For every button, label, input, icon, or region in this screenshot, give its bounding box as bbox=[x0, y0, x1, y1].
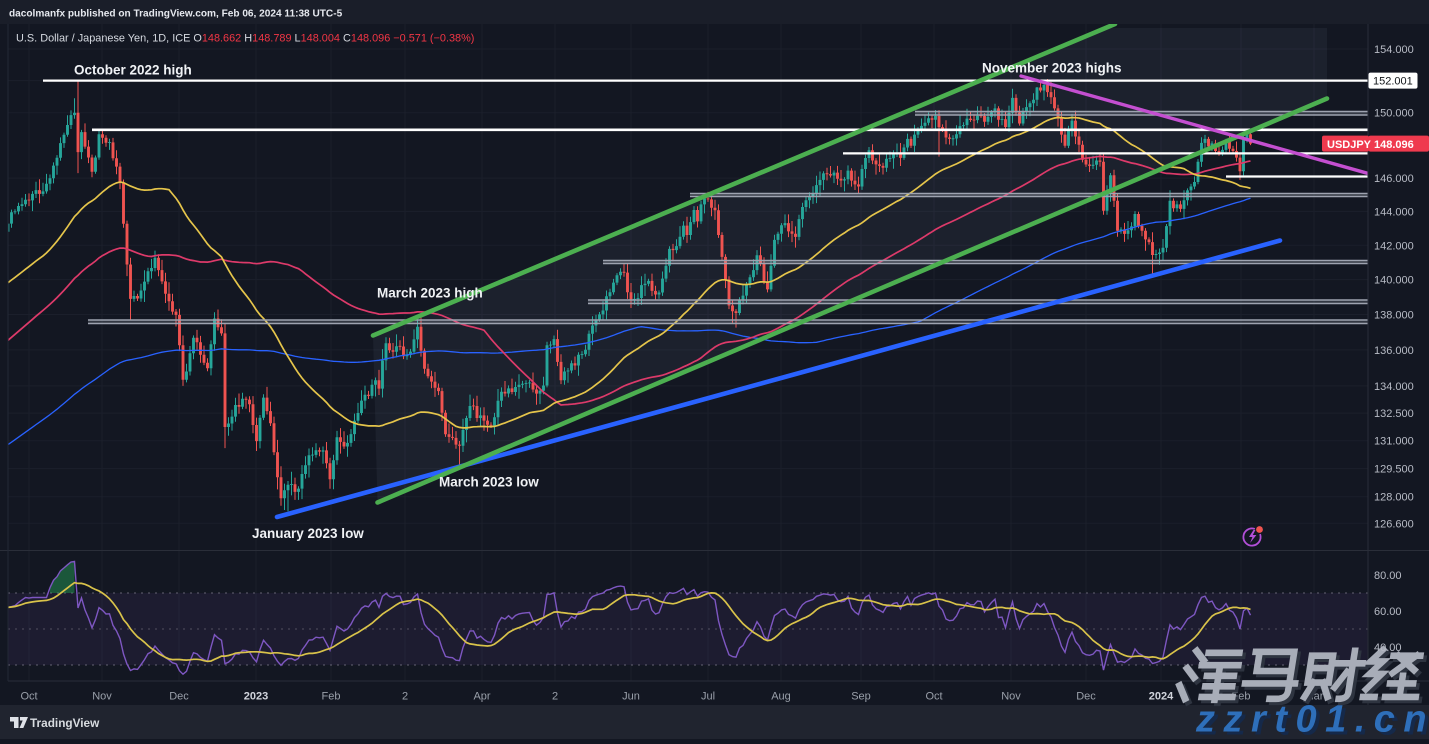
svg-text:2024: 2024 bbox=[1149, 691, 1174, 703]
svg-text:128.000: 128.000 bbox=[1374, 492, 1414, 504]
svg-text:TradingView: TradingView bbox=[30, 716, 100, 730]
svg-text:USDJPY: USDJPY bbox=[1327, 139, 1372, 151]
svg-text:Oct: Oct bbox=[925, 691, 942, 703]
svg-text:Dec: Dec bbox=[169, 691, 189, 703]
svg-text:154.000: 154.000 bbox=[1374, 44, 1414, 56]
svg-text:60.00: 60.00 bbox=[1374, 606, 1402, 618]
svg-text:Apr: Apr bbox=[473, 691, 490, 703]
svg-text:126.600: 126.600 bbox=[1374, 518, 1414, 530]
svg-text:2: 2 bbox=[402, 691, 408, 703]
svg-text:140.000: 140.000 bbox=[1374, 275, 1414, 287]
svg-text:2023: 2023 bbox=[244, 691, 268, 703]
svg-text:January 2023 low: January 2023 low bbox=[252, 526, 364, 541]
svg-text:Feb: Feb bbox=[322, 691, 341, 703]
svg-text:October 2022 high: October 2022 high bbox=[74, 63, 192, 78]
svg-text:136.000: 136.000 bbox=[1374, 345, 1414, 357]
svg-text:March 2023 high: March 2023 high bbox=[377, 286, 483, 301]
svg-text:Jun: Jun bbox=[622, 691, 640, 703]
svg-text:U.S. Dollar / Japanese Yen, 1D: U.S. Dollar / Japanese Yen, 1D, ICE O148… bbox=[16, 33, 474, 45]
svg-text:148.096: 148.096 bbox=[1374, 139, 1414, 151]
svg-text:zzrt01.cn: zzrt01.cn bbox=[1195, 699, 1429, 740]
svg-text:142.000: 142.000 bbox=[1374, 240, 1414, 252]
svg-text:129.500: 129.500 bbox=[1374, 464, 1414, 476]
svg-text:March 2023 low: March 2023 low bbox=[439, 475, 539, 490]
svg-text:November 2023 highs: November 2023 highs bbox=[982, 61, 1122, 76]
svg-text:Jul: Jul bbox=[701, 691, 715, 703]
svg-text:Aug: Aug bbox=[771, 691, 791, 703]
svg-text:134.000: 134.000 bbox=[1374, 381, 1414, 393]
svg-text:138.000: 138.000 bbox=[1374, 310, 1414, 322]
svg-text:Sep: Sep bbox=[851, 691, 871, 703]
svg-text:150.000: 150.000 bbox=[1374, 108, 1414, 120]
svg-text:146.000: 146.000 bbox=[1374, 173, 1414, 185]
svg-text:132.500: 132.500 bbox=[1374, 408, 1414, 420]
svg-text:152.001: 152.001 bbox=[1373, 76, 1413, 88]
svg-text:dacolmanfx published on Tradin: dacolmanfx published on TradingView.com,… bbox=[9, 9, 343, 20]
svg-text:2: 2 bbox=[552, 691, 558, 703]
svg-text:Dec: Dec bbox=[1076, 691, 1096, 703]
svg-text:Oct: Oct bbox=[20, 691, 37, 703]
svg-text:144.000: 144.000 bbox=[1374, 206, 1414, 218]
svg-text:80.00: 80.00 bbox=[1374, 570, 1402, 582]
svg-text:Nov: Nov bbox=[92, 691, 112, 703]
svg-text:40.00: 40.00 bbox=[1374, 642, 1402, 654]
svg-text:131.000: 131.000 bbox=[1374, 436, 1414, 448]
svg-text:Nov: Nov bbox=[1001, 691, 1021, 703]
